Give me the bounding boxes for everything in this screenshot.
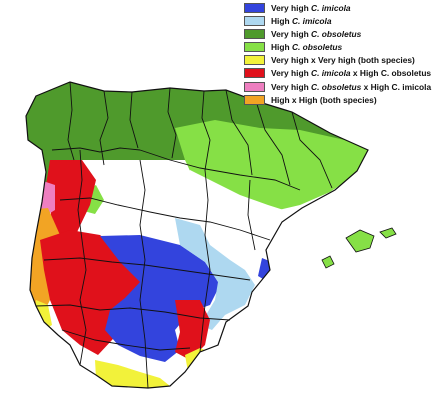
legend-label: High x High (both species): [271, 94, 377, 105]
zone-high-imicola: [175, 218, 255, 330]
legend-label: Very high x Very high (both species): [271, 55, 415, 66]
zone-unclassified-east: [170, 170, 290, 268]
legend-item: Very high C. imicola: [244, 2, 440, 14]
zone-very-high-both-south: [95, 360, 170, 388]
legend-item: Very high C. obsoletus x High C. imicola: [244, 81, 440, 93]
legend-swatch: [244, 94, 265, 105]
legend-swatch: [244, 42, 265, 53]
legend-swatch: [244, 3, 265, 13]
legend-swatch: [244, 68, 265, 79]
legend: Very high C. imicola High C. imicola Very …: [244, 2, 440, 107]
legend-label: High C. imicola: [271, 16, 332, 27]
island-mallorca: [345, 229, 375, 253]
legend-item: Very high C. obsoletus: [244, 28, 440, 40]
balearic-islands: [321, 227, 397, 269]
legend-swatch: [244, 55, 265, 66]
island-menorca: [379, 227, 397, 239]
legend-item: High x High (both species): [244, 94, 440, 106]
region-borders: [35, 81, 333, 389]
legend-label: Very high C. obsoletus x High C. imicola: [271, 81, 432, 92]
legend-item: Very high C. imicola x High C. obsoletus: [244, 67, 440, 79]
legend-label: Very high C. obsoletus: [271, 29, 362, 40]
legend-item: High C. imicola: [244, 15, 440, 27]
zone-very-high-imicola: [100, 235, 220, 362]
legend-label: Very high C. imicola: [271, 3, 351, 13]
legend-item: Very high x Very high (both species): [244, 54, 440, 66]
legend-label: Very high C. imicola x High C. obsoletus: [271, 68, 432, 79]
zone-very-high-imicola-x-high-obsoletus-west: [46, 160, 96, 255]
legend-swatch: [244, 16, 265, 27]
risk-zones: [26, 82, 368, 388]
legend-swatch: [244, 29, 265, 40]
island-ibiza: [321, 255, 335, 269]
legend-label: High C. obsoletus: [271, 42, 343, 53]
legend-swatch: [244, 81, 265, 92]
legend-item: High C. obsoletus: [244, 41, 440, 53]
zone-unclassified-centre: [110, 160, 185, 218]
